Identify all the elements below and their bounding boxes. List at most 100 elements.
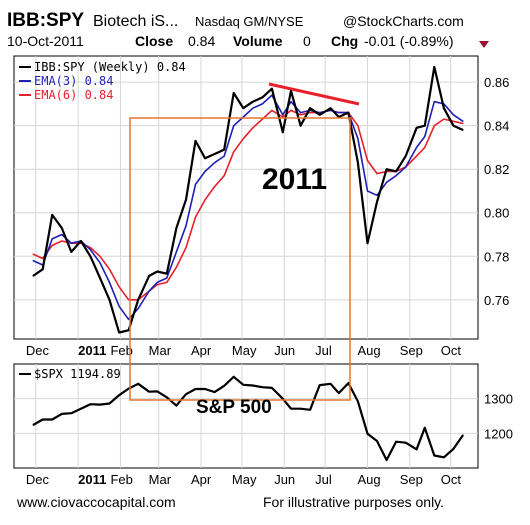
data-point [261, 118, 263, 120]
data-point [395, 441, 397, 443]
data-point [290, 109, 292, 111]
x-tick-label: Feb [110, 343, 132, 358]
data-point [118, 394, 120, 396]
data-point [261, 96, 263, 98]
data-point [99, 404, 101, 406]
data-point [462, 122, 464, 125]
x-tick-label: Sep [400, 343, 423, 358]
data-point [51, 244, 53, 246]
data-point [271, 94, 273, 96]
data-point [242, 107, 244, 109]
data-point [309, 112, 311, 114]
volume-label: Volume [233, 33, 283, 49]
data-point [347, 382, 349, 384]
spx-panel-grid [14, 364, 478, 468]
data-point [261, 103, 263, 105]
data-point [252, 101, 254, 103]
data-point [128, 318, 130, 320]
data-point [118, 331, 120, 334]
data-point [108, 402, 111, 405]
data-point [338, 392, 340, 394]
series-line-0 [32, 375, 464, 462]
data-point [128, 329, 130, 331]
data-point [300, 112, 302, 114]
data-point [148, 290, 150, 292]
data-point [309, 107, 311, 109]
x-tick-label: Oct [441, 343, 462, 358]
series-line-1 [32, 94, 464, 321]
data-point [376, 194, 378, 196]
data-point [166, 273, 168, 275]
data-point [185, 393, 187, 395]
data-point [108, 281, 111, 283]
data-point [242, 384, 244, 386]
data-point [175, 405, 177, 407]
data-point [395, 175, 397, 177]
data-point [405, 442, 407, 444]
data-point [424, 135, 426, 138]
x-tick-label: May [232, 343, 257, 358]
data-point [330, 383, 332, 385]
data-point [462, 120, 464, 122]
data-point [51, 214, 53, 216]
data-point [185, 199, 187, 201]
data-point [89, 249, 91, 251]
chg-label: Chg [331, 33, 358, 49]
y-tick-label: 0.80 [484, 206, 509, 221]
data-point [416, 127, 418, 129]
price-panel-frame [13, 55, 479, 340]
period-highlight-box [129, 117, 351, 401]
data-point [366, 433, 369, 435]
stockcharts-brand: @StockCharts.com [343, 13, 464, 29]
series-line-0 [32, 65, 464, 334]
data-point [395, 170, 397, 172]
data-point [61, 227, 63, 229]
spx-panel-series [32, 375, 464, 462]
data-point [290, 101, 292, 103]
data-point [194, 216, 197, 218]
data-point [148, 275, 150, 277]
x-tick-label: Jun [274, 343, 295, 358]
data-point [462, 129, 464, 131]
data-point [70, 242, 72, 244]
x-tick-label: Jul [315, 472, 332, 487]
data-point [433, 66, 435, 68]
data-point [252, 127, 254, 129]
data-point [108, 268, 111, 270]
legend-entry: EMA(6) 0.84 [34, 88, 113, 102]
chart-exchange: Nasdaq GM/NYSE [195, 14, 304, 29]
data-point [357, 162, 359, 164]
data-point [80, 408, 82, 410]
legend-entry: IBB:SPY (Weekly) 0.84 [34, 60, 186, 74]
volume-value: 0 [303, 33, 311, 49]
data-point [214, 162, 216, 164]
data-point [271, 88, 273, 90]
x-tick-label: Jun [274, 472, 295, 487]
x-tick-label: Jul [315, 343, 332, 358]
data-point [89, 247, 91, 249]
data-point [433, 101, 435, 103]
x-tick-label: Aug [357, 343, 380, 358]
data-point [338, 112, 340, 114]
y-tick-label: 1300 [484, 392, 513, 407]
data-point [223, 175, 225, 177]
data-point [175, 266, 177, 268]
x-tick-label: 2011 [78, 472, 106, 487]
data-point [118, 286, 120, 288]
x-tick-label: May [232, 472, 257, 487]
data-point [51, 418, 53, 421]
data-point [223, 149, 225, 151]
data-point [118, 305, 120, 307]
data-point [386, 459, 388, 461]
data-point [32, 260, 34, 262]
chg-value: -0.01 (-0.89%) [364, 33, 453, 49]
data-point [70, 412, 72, 414]
data-point [357, 400, 359, 402]
x-tick-label: Sep [400, 472, 423, 487]
data-point [319, 384, 321, 386]
data-point [61, 233, 63, 236]
x-tick-label: Dec [26, 343, 50, 358]
chart-security-name: Biotech iS... [93, 13, 178, 30]
data-point [89, 255, 91, 257]
data-point [99, 255, 101, 257]
